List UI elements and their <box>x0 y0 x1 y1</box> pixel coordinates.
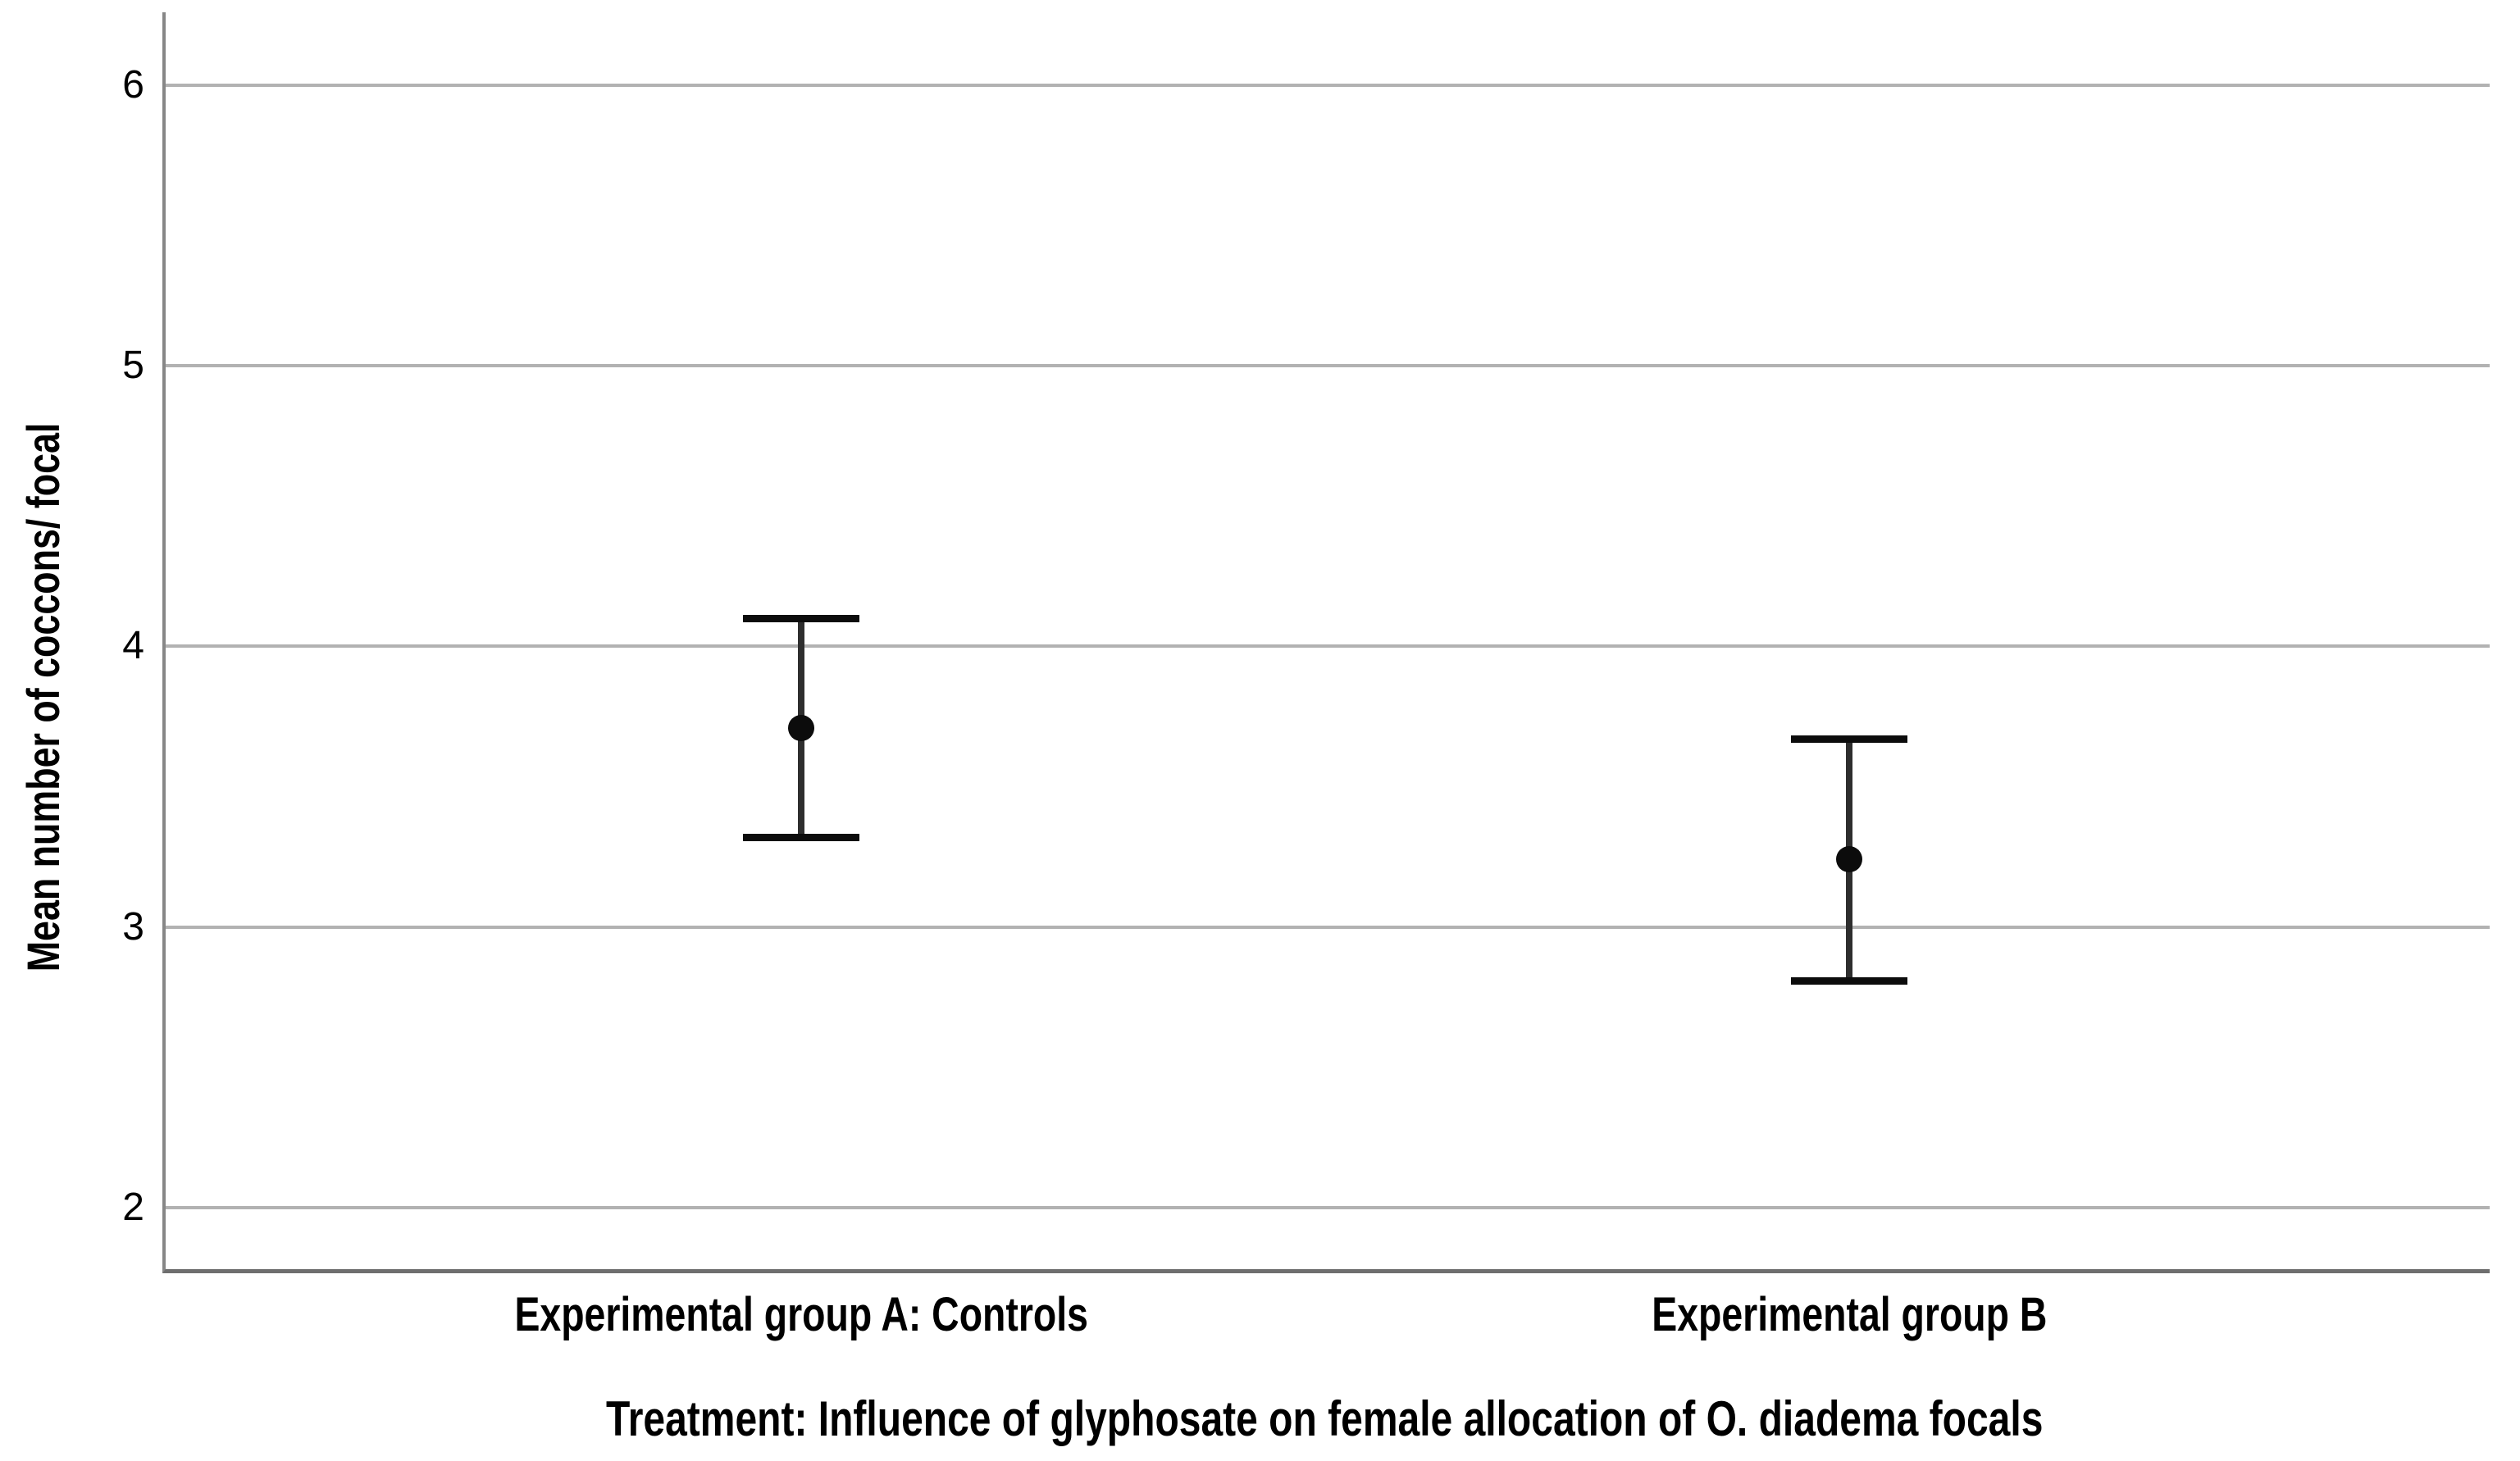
error-bar-cap-top <box>743 615 860 623</box>
y-axis-title-text: Mean number of coccons/ focal <box>17 422 69 972</box>
error-bar-cap-bottom <box>743 834 860 842</box>
plot-area <box>162 12 2490 1273</box>
gridline-y-5 <box>166 364 2490 368</box>
y-tick-label-3: 3 <box>122 904 144 949</box>
x-category-label-text: Experimental group A: Controls <box>514 1288 1089 1341</box>
y-tick-label-2: 2 <box>122 1185 144 1229</box>
y-tick-label-5: 5 <box>122 344 144 388</box>
mean-marker <box>788 714 815 741</box>
y-tick-label-4: 4 <box>122 624 144 668</box>
gridline-y-3 <box>166 925 2490 929</box>
x-category-label-text: Experimental group B <box>1652 1288 2048 1341</box>
x-axis-title-text: Treatment: Influence of glyphosate on fe… <box>605 1391 2044 1446</box>
x-axis-title: Treatment: Influence of glyphosate on fe… <box>340 1392 2308 1446</box>
y-axis-title: Mean number of coccons/ focal <box>17 328 70 1066</box>
mean-marker <box>1836 846 1863 873</box>
error-bar-cap-top <box>1791 735 1908 744</box>
x-category-label-1: Experimental group B <box>1398 1289 2300 1341</box>
gridline-y-6 <box>166 83 2490 87</box>
x-category-label-0: Experimental group A: Controls <box>350 1289 1252 1341</box>
y-tick-label-6: 6 <box>122 62 144 107</box>
gridline-y-4 <box>166 644 2490 649</box>
gridline-y-2 <box>166 1205 2490 1209</box>
error-bar-cap-bottom <box>1791 976 1908 985</box>
